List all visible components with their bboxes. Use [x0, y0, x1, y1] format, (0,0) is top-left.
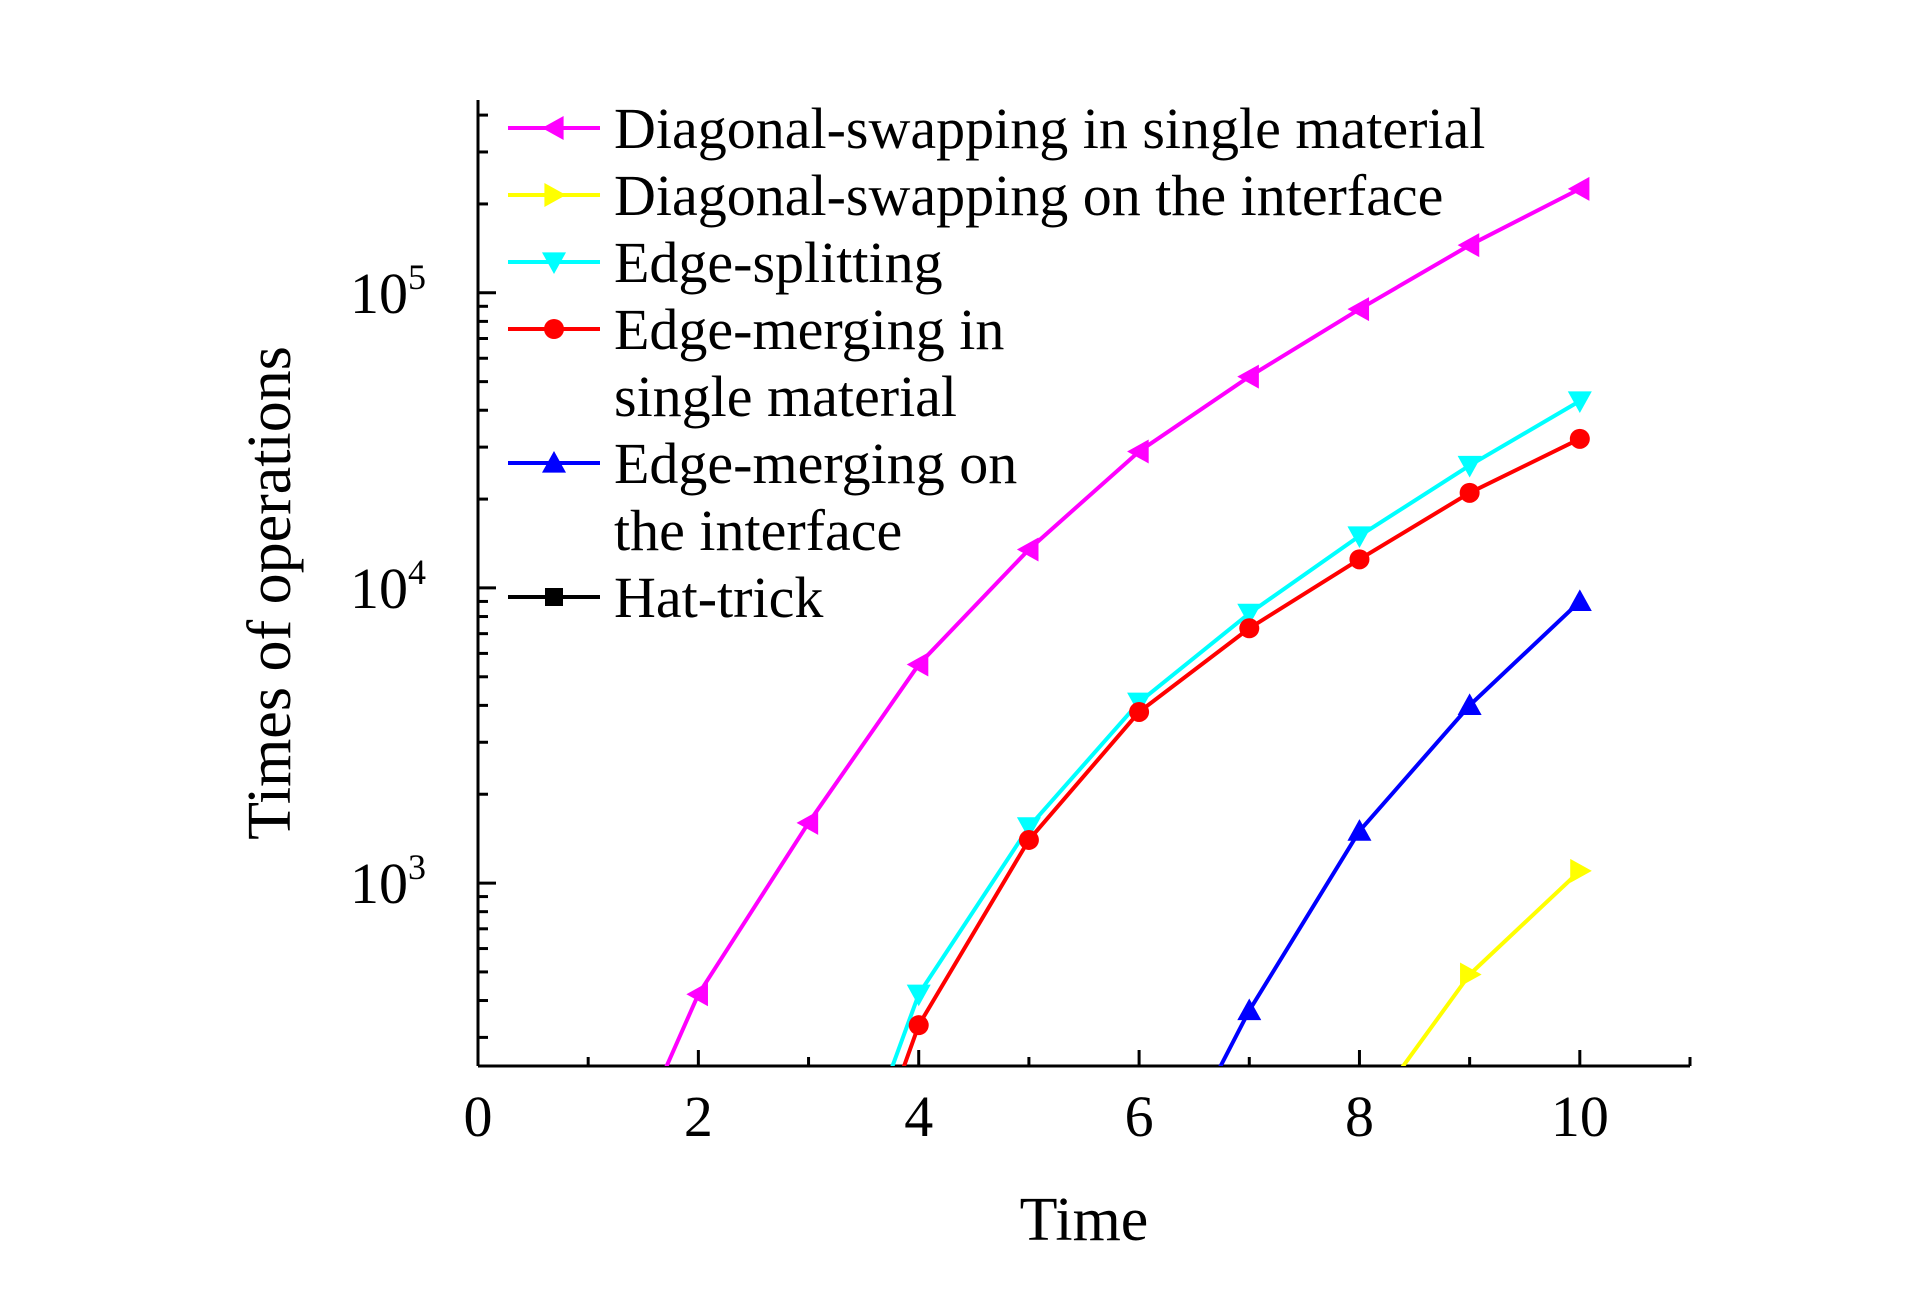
- data-point: [1127, 439, 1149, 464]
- data-point: [1567, 589, 1592, 612]
- data-point: [1347, 819, 1372, 841]
- data-point: [1239, 618, 1260, 639]
- legend-item: Hat-trick: [508, 565, 823, 630]
- data-point: [908, 1015, 929, 1036]
- data-point: [1567, 176, 1590, 201]
- legend-item: Edge-splitting: [508, 230, 943, 295]
- series-1: [664, 176, 1590, 1066]
- legend-label: the interface: [614, 498, 902, 563]
- data-point: [1459, 482, 1480, 503]
- data-point: [1457, 233, 1480, 258]
- x-tick-label: 6: [1125, 1084, 1154, 1149]
- legend-label: Edge-splitting: [614, 230, 943, 295]
- data-point: [906, 984, 931, 1007]
- plot-area: [664, 176, 1592, 1066]
- data-point: [1460, 962, 1482, 987]
- x-tick-label: 4: [904, 1084, 933, 1149]
- x-tick-label: 10: [1551, 1084, 1609, 1149]
- series-2: [1400, 858, 1592, 1066]
- legend-label: Edge-merging in: [614, 297, 1004, 362]
- legend-label: Diagonal-swapping on the interface: [614, 163, 1443, 228]
- data-point: [1016, 537, 1039, 562]
- legend-label: Diagonal-swapping in single material: [614, 96, 1485, 161]
- data-point: [1457, 455, 1482, 478]
- series-line: [901, 437, 1581, 1066]
- data-point: [1570, 858, 1592, 883]
- series-5: [1218, 589, 1592, 1066]
- data-point: [1016, 817, 1041, 839]
- data-point: [686, 982, 708, 1007]
- legend-marker: [545, 588, 563, 606]
- data-point: [1569, 428, 1590, 449]
- legend-marker: [542, 116, 564, 140]
- data-point: [1237, 998, 1262, 1021]
- axes: 0 2 4 6 8 10 103 104 105: [350, 100, 1692, 1149]
- legend: Diagonal-swapping in single materialDiag…: [508, 96, 1485, 630]
- legend-item: Diagonal-swapping in single material: [508, 96, 1485, 161]
- series-line: [890, 399, 1581, 1066]
- data-point: [1237, 364, 1259, 389]
- series-3: [890, 391, 1592, 1066]
- data-point: [1347, 297, 1370, 322]
- data-point: [1349, 549, 1370, 570]
- y-tick-label: 105: [350, 257, 426, 326]
- legend-marker: [542, 451, 566, 473]
- legend-label: Edge-merging on: [614, 431, 1017, 496]
- data-point: [1457, 693, 1482, 715]
- legend-item: Diagonal-swapping on the interface: [508, 163, 1443, 228]
- data-point: [1347, 526, 1372, 548]
- y-tick-label: 104: [350, 552, 426, 621]
- data-point: [1018, 829, 1039, 850]
- y-tick-label: 103: [350, 847, 426, 916]
- x-tick-label: 8: [1345, 1084, 1374, 1149]
- y-axis-title: Times of operations: [236, 346, 304, 840]
- data-point: [1237, 603, 1262, 626]
- x-tick-label: 0: [464, 1084, 493, 1149]
- series-line: [664, 187, 1581, 1066]
- data-point: [1567, 391, 1592, 413]
- data-point: [1129, 701, 1150, 722]
- series-line: [1400, 869, 1582, 1066]
- x-tick-label: 2: [684, 1084, 713, 1149]
- data-point: [796, 810, 819, 835]
- x-axis-title: Time: [1020, 1186, 1149, 1254]
- legend-label: Hat-trick: [614, 565, 823, 630]
- legend-marker: [544, 319, 564, 339]
- legend-label: single material: [614, 364, 957, 429]
- legend-marker: [544, 183, 566, 207]
- legend-marker: [542, 252, 566, 274]
- data-point: [906, 652, 929, 677]
- series-4: [901, 428, 1590, 1066]
